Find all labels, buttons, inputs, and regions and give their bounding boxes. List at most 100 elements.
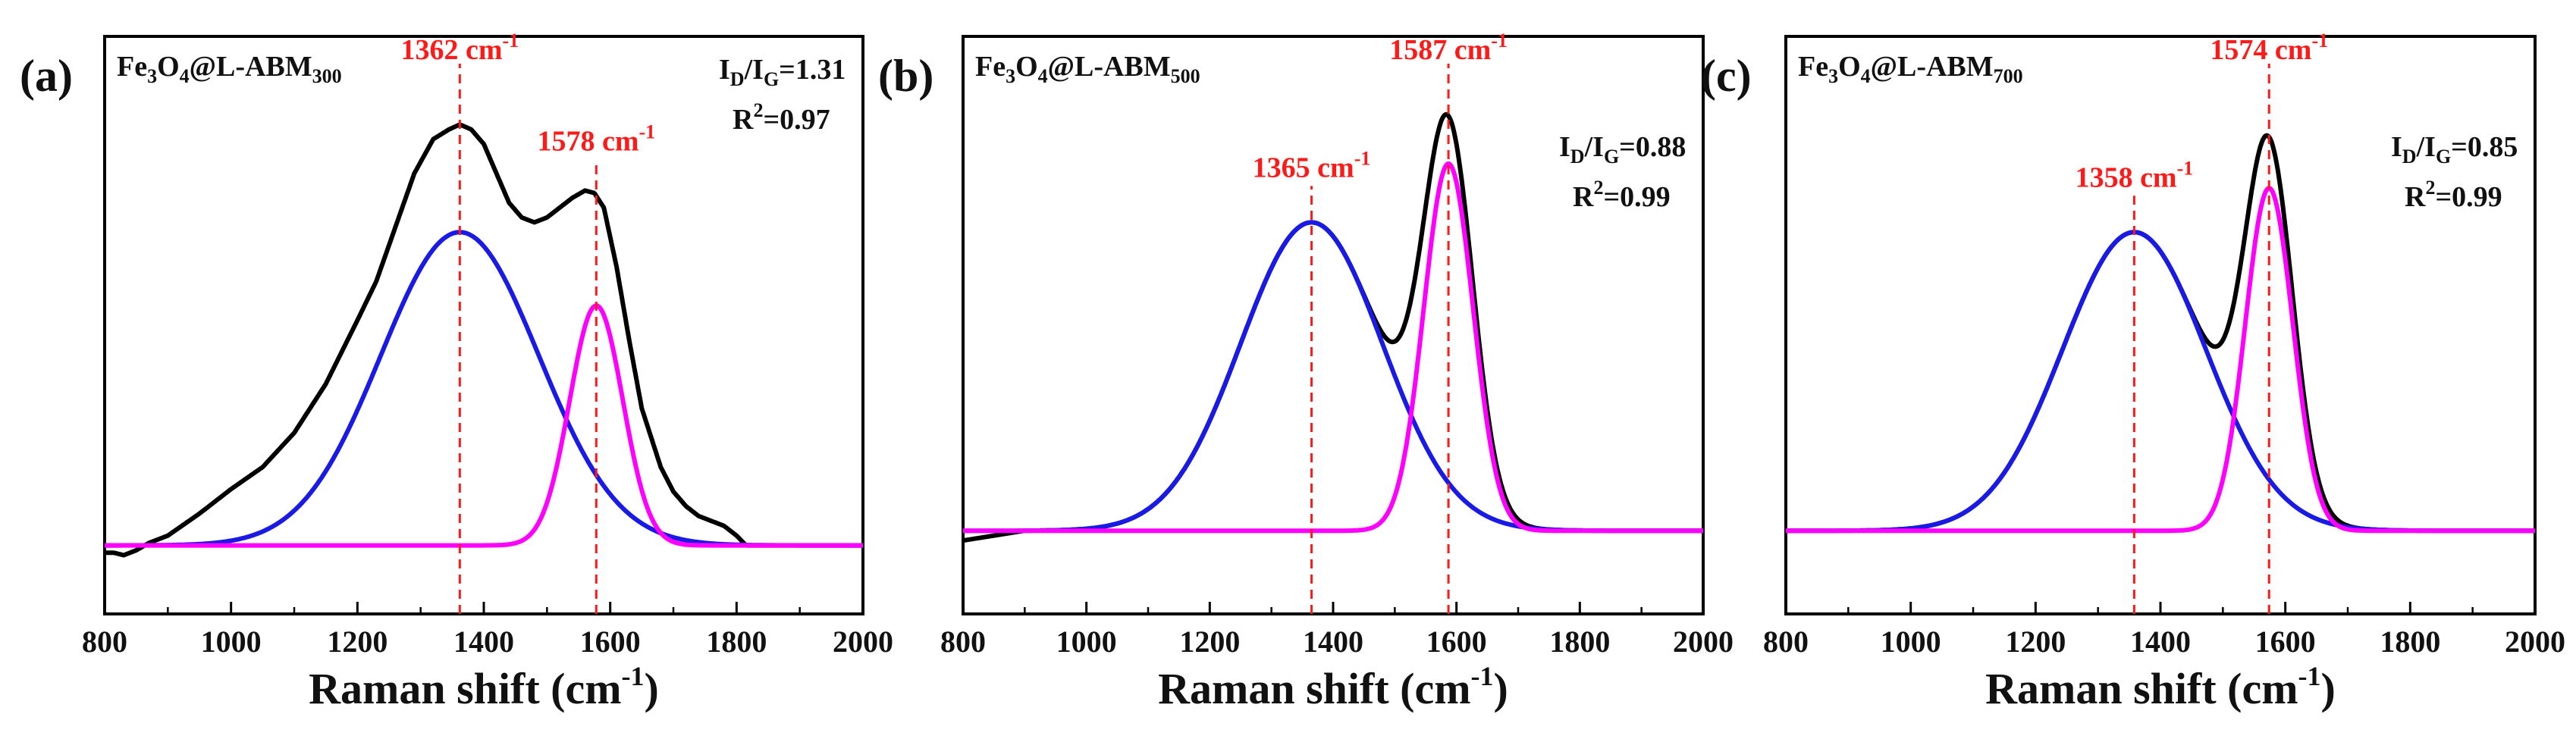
peak-label: 1365 cm-1 (1253, 147, 1371, 183)
sample-name-subscript: 3 (1006, 65, 1015, 87)
ratio-symbol: /I (744, 54, 764, 86)
peak-label-value: 1358 cm (2076, 161, 2177, 193)
series-g-band (963, 161, 1703, 534)
r2-symbol: R (2405, 181, 2426, 213)
sample-name-subscript: 3 (1828, 65, 1838, 87)
peak-label-value: 1587 cm (1389, 34, 1491, 66)
x-tick-label: 1800 (2380, 625, 2440, 659)
sample-name-subscript: 4 (180, 65, 190, 87)
series-g-band (105, 303, 863, 548)
x-tick-label: 1000 (1056, 625, 1117, 659)
sample-name-part: @L-ABM (1048, 51, 1171, 83)
sample-name-part: Fe (1798, 51, 1828, 83)
x-axis-title-superscript: -1 (622, 661, 645, 691)
peak-label: 1587 cm-1 (1389, 30, 1508, 66)
x-tick-label: 2000 (833, 625, 893, 659)
series-measured (105, 122, 863, 558)
peak-label-superscript: -1 (503, 30, 519, 52)
ratio-symbol: I (2391, 131, 2402, 163)
x-axis-title: Raman shift (cm-1) (1985, 661, 2336, 713)
x-tick-label: 1400 (2130, 625, 2191, 659)
x-tick-label: 800 (82, 625, 127, 659)
x-tick-label: 2000 (1673, 625, 1734, 659)
x-tick-label: 1600 (1426, 625, 1487, 659)
sample-name-part: Fe (975, 51, 1006, 83)
x-tick-label: 800 (1763, 625, 1809, 659)
sample-name-part: @L-ABM (1871, 51, 1994, 83)
intensity-ratio: ID/IG=0.88 (1559, 131, 1686, 168)
peak-label-superscript: -1 (1354, 147, 1371, 169)
x-axis-title: Raman shift (cm-1) (309, 661, 659, 713)
ratio-subscript-g: G (1604, 146, 1619, 168)
x-tick-label: 2000 (2505, 625, 2565, 659)
peak-label-value: 1574 cm (2210, 34, 2311, 66)
x-tick-label: 1800 (1549, 625, 1610, 659)
x-tick-label: 1800 (706, 625, 767, 659)
sample-name-subscript: 4 (1038, 65, 1048, 87)
peak-label: 1358 cm-1 (2076, 157, 2194, 193)
sample-name-part: @L-ABM (190, 51, 312, 83)
x-tick-label: 800 (940, 625, 986, 659)
r-squared: R2=0.97 (733, 99, 830, 136)
sample-name-subscript: 3 (147, 65, 157, 87)
ratio-value: =0.85 (2451, 131, 2518, 163)
sample-name: Fe3O4@L-ABM700 (1798, 51, 2023, 87)
series-d-band (963, 220, 1703, 534)
x-axis-title-main: Raman shift (cm (1985, 664, 2298, 713)
x-tick-label: 1400 (453, 625, 514, 659)
sample-name-part: O (157, 51, 180, 83)
series-g-band (1786, 186, 2535, 534)
curves-group (1786, 133, 2535, 534)
sample-name: Fe3O4@L-ABM300 (117, 51, 342, 87)
curves-group (105, 122, 863, 558)
ratio-symbol: I (1559, 131, 1570, 163)
chart-panel-c: 800 1000 1200 1400 1600 1800 2000 Raman shift (… (1701, 30, 2565, 713)
x-tick-label: 1000 (201, 625, 262, 659)
ratio-subscript-d: D (2402, 146, 2417, 168)
curves-group (963, 111, 1703, 543)
x-axis-title-main: Raman shift (cm (309, 664, 621, 713)
peak-label: 1362 cm-1 (400, 30, 519, 66)
x-axis-title-superscript: -1 (1471, 661, 1494, 691)
sample-name-subscript: 700 (1994, 65, 2023, 87)
x-tick-label: 1400 (1303, 625, 1363, 659)
sample-name-part: Fe (117, 51, 147, 83)
ratio-value: =1.31 (779, 54, 846, 86)
r2-symbol: R (1573, 181, 1594, 213)
peak-label-value: 1365 cm (1253, 152, 1354, 183)
r2-value: =0.99 (2435, 181, 2502, 213)
sample-name: Fe3O4@L-ABM500 (975, 51, 1200, 87)
panel-label: (c) (1701, 51, 1752, 101)
x-tick-label: 1000 (1881, 625, 1941, 659)
ratio-subscript-g: G (764, 68, 779, 90)
ratio-symbol: I (719, 54, 730, 86)
panel-label: (a) (20, 51, 73, 101)
x-tick-label: 1200 (1179, 625, 1240, 659)
r2-symbol: R (733, 104, 754, 136)
peak-label-superscript: -1 (639, 121, 656, 143)
x-axis-title-close: ) (645, 664, 659, 713)
sample-name-part: O (1838, 51, 1861, 83)
series-d-band (1786, 230, 2535, 534)
x-axis-title-close: ) (1494, 664, 1508, 713)
x-axis-title-superscript: -1 (2298, 661, 2321, 691)
r2-superscript: 2 (1593, 177, 1603, 199)
ratio-subscript-g: G (2436, 146, 2451, 168)
x-tick-label: 1200 (2005, 625, 2066, 659)
ratio-symbol: /I (1584, 131, 1604, 163)
chart-panel-a: 800 1000 1200 1400 1600 1800 2000 Raman shift (… (20, 30, 893, 713)
peak-label-value: 1362 cm (400, 34, 502, 66)
peak-label: 1574 cm-1 (2210, 30, 2328, 66)
sample-name-part: O (1015, 51, 1038, 83)
ratio-value: =0.88 (1619, 131, 1686, 163)
sample-name-subscript: 4 (1861, 65, 1871, 87)
peak-label-value: 1578 cm (537, 126, 639, 158)
r-squared: R2=0.99 (1573, 177, 1671, 213)
x-axis-title: Raman shift (cm-1) (1158, 661, 1508, 713)
sample-name-subscript: 300 (312, 65, 342, 87)
peak-label-superscript: -1 (2311, 30, 2328, 52)
r2-value: =0.99 (1603, 181, 1670, 213)
intensity-ratio: ID/IG=1.31 (719, 54, 846, 90)
x-axis-title-main: Raman shift (cm (1158, 664, 1470, 713)
